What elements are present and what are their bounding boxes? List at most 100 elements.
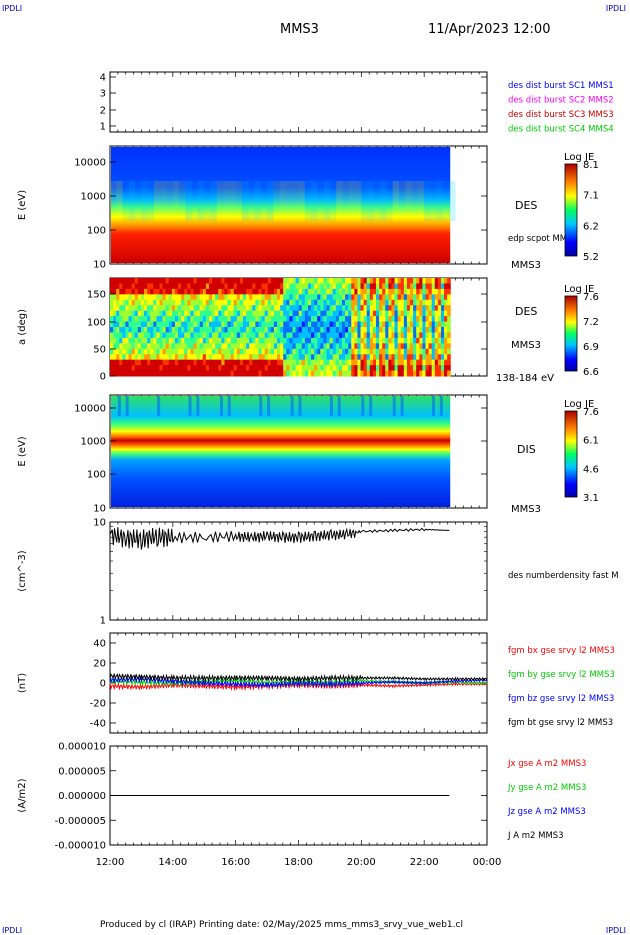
pitch-angle-cell: [227, 299, 232, 306]
pitch-angle-cell: [403, 288, 408, 295]
pitch-angle-cell: [323, 299, 328, 306]
pitch-angle-cell: [140, 359, 145, 366]
pitch-angle-cell: [422, 321, 426, 328]
pitch-angle-cell: [196, 327, 201, 333]
pitch-angle-cell: [286, 337, 290, 344]
pitch-angle-cell: [391, 294, 396, 301]
pitch-angle-cell: [215, 365, 219, 372]
pitch-angle-cell: [410, 348, 414, 355]
pitch-angle-cell: [428, 321, 433, 328]
spectrogram-strip: [128, 181, 136, 221]
pitch-angle-cell: [144, 283, 148, 290]
pitch-angle-cell: [295, 337, 300, 344]
pitch-angle-cell: [190, 299, 195, 306]
pitch-angle-cell: [428, 316, 433, 323]
pitch-angle-cell: [270, 365, 275, 372]
pitch-angle-cell: [329, 343, 334, 350]
pitch-angle-cell: [307, 370, 312, 377]
pitch-angle-cell: [323, 305, 328, 312]
spectrogram-strip: [157, 396, 161, 416]
pitch-angle-cell: [385, 305, 389, 312]
pitch-angle-cell: [372, 294, 377, 301]
pitch-angle-cell: [345, 299, 349, 306]
pitch-angle-cell: [444, 305, 448, 312]
pitch-angle-cell: [428, 305, 433, 312]
pitch-angle-cell: [181, 321, 185, 328]
pitch-angle-cell: [264, 310, 269, 317]
pitch-angle-cell: [391, 283, 396, 290]
pitch-angle-cell: [239, 348, 244, 355]
pitch-angle-cell: [122, 316, 126, 323]
pitch-angle-cell: [317, 288, 321, 295]
pitch-angle-cell: [301, 283, 306, 290]
pitch-angle-cell: [437, 321, 442, 328]
pitch-angle-cell: [218, 321, 222, 328]
pitch-angle-cell: [233, 343, 238, 350]
pitch-angle-cell: [298, 327, 303, 333]
pitch-angle-cell: [419, 348, 423, 355]
pitch-angle-cell: [391, 321, 396, 328]
pitch-angle-cell: [354, 316, 358, 323]
pitch-angle-cell: [280, 359, 284, 366]
pitch-angle-cell: [134, 348, 139, 355]
pitch-angle-cell: [171, 299, 176, 306]
pitch-angle-cell: [311, 299, 315, 306]
spacecraft-title: MMS3: [280, 22, 319, 37]
pitch-angle-cell: [301, 288, 306, 295]
pitch-angle-cell: [277, 327, 281, 333]
pitch-angle-cell: [437, 327, 442, 333]
pitch-angle-cell: [382, 332, 386, 339]
pitch-angle-cell: [317, 337, 321, 344]
pitch-angle-cell: [190, 294, 195, 301]
pitch-angle-cell: [295, 327, 300, 333]
pitch-angle-cell: [230, 283, 235, 290]
y-tick-label: 1000: [81, 192, 106, 203]
pitch-angle-cell: [403, 305, 408, 312]
pitch-angle-cell: [153, 316, 157, 323]
pitch-angle-cell: [357, 337, 362, 344]
pitch-angle-cell: [233, 337, 238, 344]
pitch-angle-cell: [397, 332, 402, 339]
pitch-angle-cell: [304, 354, 309, 361]
pitch-angle-cell: [307, 348, 312, 355]
pitch-angle-cell: [116, 321, 120, 328]
spectrogram-dis-energy: [111, 396, 451, 507]
pitch-angle-cell: [301, 316, 306, 323]
pitch-angle-cell: [181, 348, 185, 355]
pitch-angle-cell: [147, 348, 151, 355]
pitch-angle-cell: [202, 321, 207, 328]
pitch-angle-cell: [366, 359, 371, 366]
pitch-angle-cell: [440, 365, 445, 372]
pitch-angle-cell: [150, 343, 154, 350]
pitch-angle-cell: [178, 305, 182, 312]
pitch-angle-cell: [131, 316, 136, 323]
pitch-angle-cell: [246, 370, 250, 377]
pitch-angle-cell: [113, 278, 117, 284]
panel-label-spacecraft: MMS3: [511, 260, 541, 271]
pitch-angle-cell: [171, 283, 176, 290]
pitch-angle-cell: [413, 337, 417, 344]
pitch-angle-cell: [277, 310, 281, 317]
pitch-angle-cell: [307, 343, 312, 350]
pitch-angle-cell: [400, 359, 405, 366]
pitch-angle-cell: [382, 337, 386, 344]
pitch-angle-cell: [447, 316, 451, 323]
pitch-angle-cell: [270, 348, 275, 355]
pitch-angle-cell: [125, 288, 130, 295]
pitch-angle-cell: [329, 310, 334, 317]
pitch-angle-cell: [137, 365, 142, 372]
pitch-angle-cell: [153, 354, 157, 361]
pitch-angle-cell: [372, 321, 377, 328]
pitch-angle-cell: [413, 310, 417, 317]
pitch-angle-cell: [354, 348, 358, 355]
pitch-angle-cell: [159, 327, 164, 333]
pitch-angle-cell: [437, 316, 442, 323]
pitch-angle-cell: [360, 370, 365, 377]
pitch-angle-cell: [196, 278, 201, 284]
pitch-angle-cell: [422, 365, 426, 372]
pitch-angle-cell: [419, 365, 423, 372]
pitch-angle-cell: [113, 354, 117, 361]
pitch-angle-cell: [329, 288, 334, 295]
pitch-angle-cell: [289, 348, 293, 355]
pitch-angle-cell: [252, 359, 256, 366]
